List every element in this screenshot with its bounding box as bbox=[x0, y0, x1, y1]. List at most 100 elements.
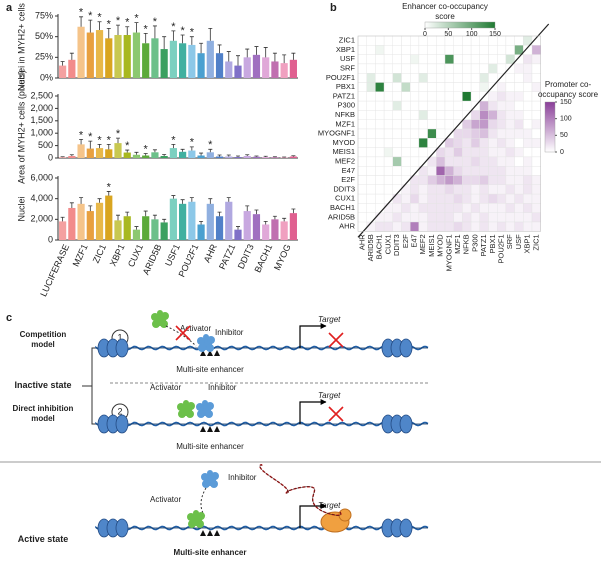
x-tick-label: USF1 bbox=[163, 243, 182, 268]
heatmap-cell bbox=[427, 63, 437, 74]
column-label: NFKB bbox=[462, 234, 471, 254]
heatmap-cell bbox=[523, 156, 533, 167]
heatmap-cell bbox=[366, 35, 376, 46]
heatmap-cell bbox=[505, 128, 515, 139]
heatmap-cell bbox=[497, 91, 507, 102]
heatmap-cell bbox=[462, 119, 472, 130]
heatmap-cell bbox=[392, 35, 402, 46]
heatmap-cell bbox=[531, 45, 541, 55]
heatmap-cell bbox=[470, 63, 481, 74]
significance-star: * bbox=[116, 128, 121, 140]
heatmap-cell bbox=[514, 165, 524, 176]
y-axis-title: Nuclei in MYH2+ cells bbox=[16, 3, 26, 91]
heatmap-cell bbox=[410, 72, 420, 83]
bar bbox=[225, 201, 233, 240]
heatmap-cell bbox=[418, 82, 428, 93]
heatmap-cell bbox=[514, 156, 524, 167]
heatmap-cell bbox=[375, 175, 385, 186]
y-tick-label: 0 bbox=[48, 234, 53, 244]
activator bbox=[197, 512, 205, 520]
heatmap-cell bbox=[436, 212, 446, 223]
heatmap-cell bbox=[479, 82, 489, 93]
heatmap-cell bbox=[488, 221, 498, 232]
heatmap-cell bbox=[366, 110, 376, 120]
heatmap-cell bbox=[401, 147, 411, 158]
bar bbox=[151, 152, 159, 158]
error-bar bbox=[79, 197, 84, 204]
binding-site bbox=[207, 530, 213, 536]
bar bbox=[86, 148, 94, 158]
heatmap-cell bbox=[436, 175, 446, 186]
heatmap-cell bbox=[436, 54, 446, 65]
bar bbox=[225, 61, 233, 78]
heatmap-cell bbox=[505, 156, 515, 167]
significance-star: * bbox=[171, 21, 176, 33]
heatmap-cell bbox=[444, 54, 454, 65]
heatmap-cell bbox=[453, 156, 463, 167]
heatmap-cell bbox=[410, 221, 420, 232]
heatmap-cell bbox=[479, 119, 489, 130]
heatmap-cell bbox=[444, 184, 454, 195]
error-bar bbox=[180, 34, 185, 44]
heatmap-cell bbox=[479, 138, 489, 148]
heatmap-cell bbox=[401, 221, 411, 232]
heatmap-cell bbox=[392, 45, 402, 55]
heatmap-cell bbox=[444, 138, 454, 148]
activator bbox=[183, 400, 189, 406]
heatmap-cell bbox=[488, 45, 498, 55]
heatmap-cell bbox=[418, 63, 428, 74]
bar bbox=[123, 152, 131, 158]
heatmap-cell bbox=[523, 165, 533, 176]
error-bar bbox=[189, 146, 194, 151]
heatmap-cell bbox=[436, 82, 446, 93]
heatmap-cell bbox=[410, 193, 420, 204]
bar bbox=[206, 152, 214, 158]
heatmap-cell bbox=[514, 203, 524, 213]
rna-backbone bbox=[259, 464, 342, 516]
heatmap-cell bbox=[514, 138, 524, 148]
inhibitor bbox=[206, 344, 214, 352]
bar bbox=[160, 49, 168, 78]
error-bar bbox=[217, 154, 222, 157]
colorbar-tick-label: 0 bbox=[423, 31, 427, 38]
error-bar bbox=[272, 215, 277, 220]
heatmap-cell bbox=[401, 100, 411, 111]
heatmap-cell bbox=[505, 119, 515, 130]
heatmap-cell bbox=[410, 128, 420, 139]
heatmap-cell bbox=[392, 110, 402, 120]
error-bar bbox=[79, 16, 84, 27]
heatmap-cell bbox=[427, 82, 437, 93]
y-tick-label: 75% bbox=[35, 10, 53, 20]
heatmap-cell bbox=[523, 119, 533, 130]
heatmap-cell bbox=[427, 72, 437, 83]
error-bar bbox=[282, 217, 287, 222]
bar bbox=[243, 156, 251, 158]
inhibitor bbox=[211, 472, 219, 480]
heatmap-cell bbox=[427, 91, 437, 102]
heatmap-cell bbox=[392, 165, 402, 176]
row-label: AHR bbox=[339, 222, 355, 231]
activator bbox=[177, 403, 185, 411]
bar bbox=[280, 221, 288, 240]
bar bbox=[68, 59, 76, 78]
heatmap-cell bbox=[366, 91, 376, 102]
heatmap-cell bbox=[444, 156, 454, 167]
error-bar bbox=[291, 155, 296, 157]
heatmap-cell bbox=[453, 193, 463, 204]
heatmap-cell bbox=[531, 165, 541, 176]
bar bbox=[188, 150, 196, 158]
significance-star: * bbox=[125, 17, 130, 29]
heatmap-cell bbox=[453, 203, 463, 213]
colorbar-title: Promoter co-occupancy score bbox=[537, 80, 599, 99]
y-tick-label: 4,000 bbox=[30, 193, 53, 203]
heatmap-cell bbox=[505, 175, 515, 186]
heatmap-cell bbox=[479, 110, 489, 120]
inhibitor bbox=[196, 403, 204, 411]
error-bar bbox=[162, 218, 167, 223]
heatmap-cell bbox=[383, 91, 394, 102]
y-tick-label: 50% bbox=[35, 31, 53, 41]
heatmap-cell bbox=[470, 165, 481, 176]
heatmap-cell bbox=[444, 91, 454, 102]
heatmap-cell bbox=[453, 45, 463, 55]
